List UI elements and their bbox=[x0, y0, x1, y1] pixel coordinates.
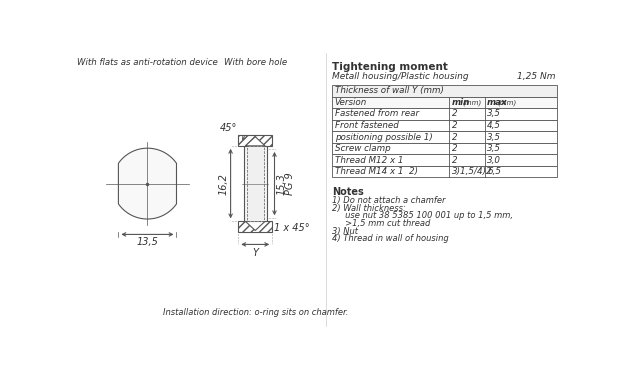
Bar bbox=[332, 131, 557, 143]
Text: 2: 2 bbox=[452, 121, 458, 130]
Text: With bore hole: With bore hole bbox=[224, 58, 287, 67]
Text: 4) Thread in wall of housing: 4) Thread in wall of housing bbox=[332, 234, 449, 243]
Bar bbox=[332, 120, 557, 131]
Text: Thread M14 x 1  2): Thread M14 x 1 2) bbox=[334, 167, 418, 176]
Polygon shape bbox=[246, 137, 265, 146]
Text: 16,2: 16,2 bbox=[218, 172, 228, 195]
Text: Thread M12 x 1: Thread M12 x 1 bbox=[334, 156, 403, 165]
Text: 4,5: 4,5 bbox=[487, 121, 501, 130]
Text: 3)1,5/4)2: 3)1,5/4)2 bbox=[452, 167, 493, 176]
Text: 6,5: 6,5 bbox=[487, 167, 501, 176]
Text: 3,5: 3,5 bbox=[487, 144, 501, 153]
Text: 1) Do not attach a chamfer: 1) Do not attach a chamfer bbox=[332, 196, 446, 205]
Text: 2: 2 bbox=[452, 110, 458, 118]
Bar bbox=[332, 85, 557, 97]
Text: 2) Wall thickness:: 2) Wall thickness: bbox=[332, 204, 406, 213]
Polygon shape bbox=[118, 148, 176, 219]
Text: Version: Version bbox=[334, 98, 367, 107]
Bar bbox=[238, 221, 272, 232]
Text: Notes: Notes bbox=[332, 187, 364, 196]
Text: (mm): (mm) bbox=[498, 99, 517, 106]
Polygon shape bbox=[246, 221, 265, 231]
Bar bbox=[332, 97, 557, 108]
Text: 3,5: 3,5 bbox=[487, 110, 501, 118]
Text: 2: 2 bbox=[452, 144, 458, 153]
Text: With flats as anti-rotation device: With flats as anti-rotation device bbox=[77, 58, 218, 67]
Bar bbox=[332, 166, 557, 177]
Text: min: min bbox=[452, 98, 470, 107]
Text: 13,5: 13,5 bbox=[136, 237, 158, 248]
Bar bbox=[247, 146, 264, 221]
Text: 3,0: 3,0 bbox=[487, 156, 501, 165]
Text: 1,25 Nm: 1,25 Nm bbox=[517, 72, 556, 81]
Text: 15,3: 15,3 bbox=[277, 172, 287, 195]
Text: 2: 2 bbox=[452, 156, 458, 165]
Text: PG 9: PG 9 bbox=[285, 172, 295, 195]
Text: use nut 38 5385 100 001 up to 1,5 mm,: use nut 38 5385 100 001 up to 1,5 mm, bbox=[332, 211, 513, 220]
Text: Y: Y bbox=[253, 248, 258, 258]
Text: 1 x 45°: 1 x 45° bbox=[274, 223, 310, 233]
Text: 45°: 45° bbox=[219, 123, 237, 133]
Text: Screw clamp: Screw clamp bbox=[334, 144, 390, 153]
Text: max: max bbox=[487, 98, 508, 107]
Text: 2: 2 bbox=[452, 132, 458, 141]
Text: Thickness of wall Y (mm): Thickness of wall Y (mm) bbox=[334, 86, 443, 95]
Text: (mm): (mm) bbox=[462, 99, 482, 106]
Text: Metall housing/Plastic housing: Metall housing/Plastic housing bbox=[332, 72, 469, 81]
Bar bbox=[244, 146, 267, 221]
Text: 3,5: 3,5 bbox=[487, 132, 501, 141]
Text: Tightening moment: Tightening moment bbox=[332, 62, 448, 72]
Text: >1,5 mm cut thread: >1,5 mm cut thread bbox=[332, 219, 431, 228]
Bar bbox=[332, 143, 557, 154]
Text: Fastened from rear: Fastened from rear bbox=[334, 110, 419, 118]
Bar bbox=[238, 135, 272, 146]
Text: Front fastened: Front fastened bbox=[334, 121, 398, 130]
Bar bbox=[332, 154, 557, 166]
Text: positioning possible 1): positioning possible 1) bbox=[334, 132, 432, 141]
Bar bbox=[332, 108, 557, 120]
Text: Installation direction: o-ring sits on chamfer.: Installation direction: o-ring sits on c… bbox=[162, 308, 348, 317]
Text: 3) Nut: 3) Nut bbox=[332, 227, 358, 236]
